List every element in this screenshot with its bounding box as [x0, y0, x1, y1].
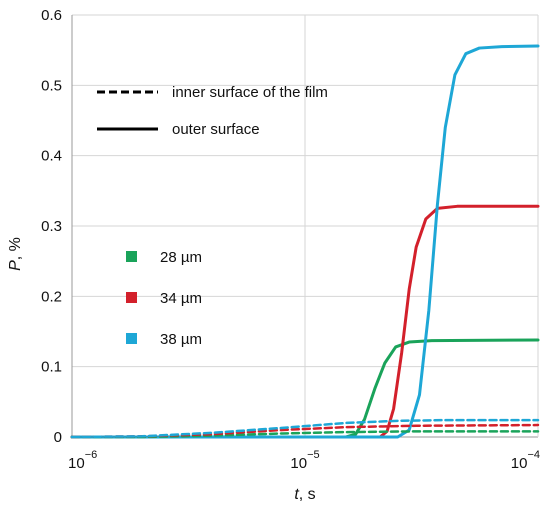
legend-swatch: [126, 251, 137, 262]
y-tick-label: 0.5: [41, 77, 62, 94]
legend-label: 38 µm: [160, 331, 202, 348]
y-tick-label: 0.6: [41, 7, 62, 24]
y-tick-label: 0.4: [41, 148, 62, 165]
x-tick-label: 10−4: [511, 449, 540, 472]
y-tick-label: 0.3: [41, 218, 62, 235]
legend-swatch: [126, 292, 137, 303]
x-tick-label: 10−6: [68, 449, 97, 472]
legend-label-inner-surface: inner surface of the film: [172, 84, 328, 101]
legend-swatch: [126, 333, 137, 344]
x-tick-labels: 10−6 10−5 10−4: [68, 449, 540, 472]
style-legend: inner surface of the film outer surface: [97, 84, 328, 138]
y-tick-labels: 0 0.1 0.2 0.3 0.4 0.5 0.6: [41, 7, 62, 446]
y-axis-label: P, %: [7, 237, 24, 271]
grid: [72, 14, 538, 437]
series-line-inner-38m: [70, 418, 540, 439]
x-axis-label: t, s: [294, 486, 315, 503]
color-legend: 28 µm 34 µm 38 µm: [126, 249, 202, 348]
series-group: [70, 44, 540, 439]
y-tick-label: 0.2: [41, 288, 62, 305]
y-tick-label: 0: [54, 429, 62, 446]
x-tick-label: 10−5: [290, 449, 319, 472]
series-line-outer-34m: [70, 204, 540, 439]
legend-label-outer-surface: outer surface: [172, 121, 260, 138]
legend-label: 28 µm: [160, 249, 202, 266]
y-tick-label: 0.1: [41, 359, 62, 376]
legend-label: 34 µm: [160, 290, 202, 307]
